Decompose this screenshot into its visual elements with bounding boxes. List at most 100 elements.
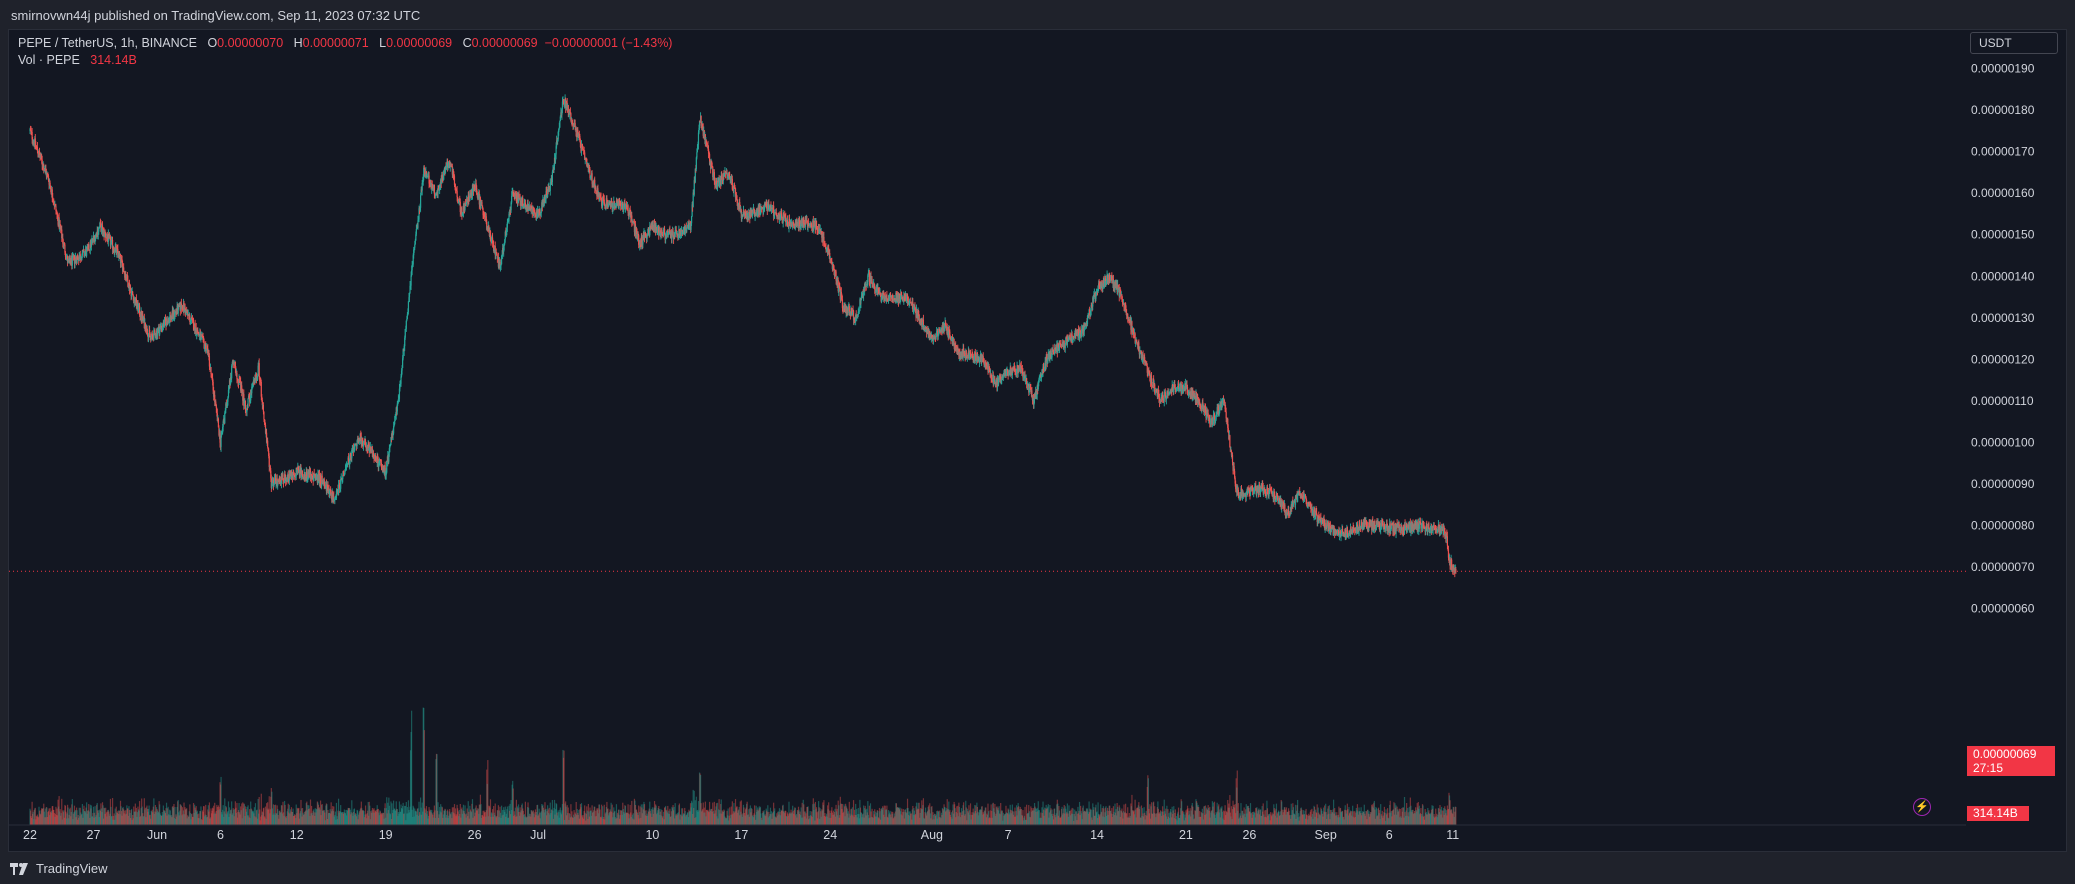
volume-bar bbox=[63, 817, 66, 825]
volume-bar bbox=[269, 813, 271, 825]
volume-bar bbox=[467, 816, 469, 825]
volume-bar bbox=[526, 817, 528, 825]
volume-bar bbox=[544, 802, 546, 825]
volume-bar bbox=[1287, 811, 1289, 825]
volume-bar bbox=[984, 811, 986, 825]
volume-bar bbox=[114, 808, 116, 825]
volume-bar bbox=[481, 815, 484, 825]
volume-bar bbox=[1318, 814, 1320, 825]
volume-bar bbox=[728, 820, 730, 825]
volume-bar bbox=[1307, 819, 1309, 825]
volume-bar bbox=[929, 803, 931, 825]
volume-bar bbox=[70, 816, 72, 825]
volume-bar bbox=[92, 806, 95, 825]
volume-bar bbox=[1389, 800, 1391, 825]
volume-bar bbox=[988, 818, 990, 825]
volume-bar bbox=[248, 817, 250, 825]
volume-bar bbox=[263, 816, 266, 825]
volume-bar bbox=[668, 810, 670, 825]
volume-bar bbox=[588, 816, 591, 825]
volume-bar bbox=[954, 804, 956, 825]
volume-bar bbox=[115, 815, 117, 825]
volume-bar bbox=[839, 815, 841, 825]
volume-bar bbox=[1032, 810, 1034, 825]
volume-bar bbox=[1040, 817, 1043, 825]
volume-bar bbox=[259, 820, 261, 825]
volume-bar bbox=[627, 804, 629, 825]
volume-bar bbox=[123, 813, 125, 825]
volume-bar bbox=[552, 818, 555, 825]
volume-bar bbox=[433, 805, 435, 825]
volume-bar bbox=[1197, 804, 1199, 825]
volume-bar bbox=[675, 815, 677, 825]
volume-bar bbox=[782, 804, 784, 825]
volume-bar bbox=[934, 816, 937, 825]
volume-bar bbox=[878, 818, 880, 825]
volume-bar bbox=[319, 809, 321, 825]
volume-bar bbox=[1105, 815, 1108, 825]
volume-bar bbox=[470, 811, 472, 825]
volume-bar bbox=[1217, 811, 1219, 825]
volume-bar bbox=[1383, 806, 1386, 825]
volume-bar bbox=[1374, 818, 1377, 825]
volume-bar bbox=[1364, 813, 1366, 825]
chart-pane[interactable]: 0.00000190 0.00000180 0.00000170 0.00000160… bbox=[8, 29, 2067, 852]
volume-bar bbox=[64, 804, 66, 825]
volume-bar bbox=[989, 810, 991, 825]
volume-bar bbox=[536, 804, 539, 825]
volume-bar bbox=[1308, 813, 1310, 825]
volume-bar bbox=[168, 815, 170, 825]
volume-bar bbox=[1160, 815, 1163, 825]
volume-bar bbox=[339, 811, 341, 825]
volume-bar bbox=[82, 817, 84, 825]
volume-bar bbox=[1362, 811, 1364, 825]
volume-bar bbox=[913, 810, 916, 825]
volume-bar bbox=[1022, 810, 1024, 825]
volume-bar bbox=[264, 806, 267, 825]
volume-bar bbox=[858, 818, 860, 825]
volume-bar bbox=[652, 809, 654, 825]
volume-bar bbox=[1198, 807, 1200, 825]
volume-bar bbox=[606, 809, 609, 825]
volume-bar bbox=[159, 804, 161, 825]
volume-bar bbox=[440, 804, 442, 825]
volume-bar bbox=[1238, 817, 1240, 825]
volume-bar bbox=[1290, 818, 1292, 825]
volume-bar bbox=[188, 816, 190, 825]
volume-bar bbox=[1254, 813, 1256, 825]
volume-bar bbox=[106, 816, 108, 825]
volume-bar bbox=[110, 816, 113, 825]
volume-bar bbox=[76, 810, 78, 825]
volume-bar bbox=[435, 753, 438, 825]
volume-bar bbox=[955, 817, 957, 825]
volume-bar bbox=[827, 805, 829, 825]
volume-bar bbox=[328, 812, 331, 825]
volume-bar bbox=[1012, 814, 1014, 825]
volume-bar bbox=[735, 808, 737, 825]
volume-bar bbox=[398, 801, 401, 825]
volume-bar bbox=[870, 811, 872, 825]
volume-bar bbox=[89, 804, 91, 825]
volume-bar bbox=[490, 812, 493, 825]
volume-bar bbox=[169, 810, 171, 825]
volume-bar bbox=[834, 816, 837, 825]
candlestick-chart[interactable]: 0.000001900.000001800.000001700.00000160… bbox=[9, 30, 2066, 851]
volume-bar bbox=[773, 810, 775, 825]
volume-bar bbox=[520, 810, 522, 825]
volume-bar bbox=[1303, 814, 1305, 825]
volume-bar bbox=[474, 812, 476, 825]
volume-bar bbox=[172, 807, 175, 825]
volume-bar bbox=[1178, 817, 1181, 825]
volume-bar bbox=[1078, 810, 1080, 825]
volume-bar bbox=[1261, 806, 1263, 825]
volume-bar bbox=[122, 807, 124, 825]
volume-bar bbox=[1074, 816, 1076, 825]
volume-bar bbox=[69, 807, 71, 825]
volume-bar bbox=[1157, 801, 1159, 825]
volume-bar bbox=[217, 810, 219, 825]
volume-bar bbox=[980, 810, 982, 825]
volume-bar bbox=[993, 808, 995, 825]
volume-bar bbox=[735, 806, 738, 825]
volume-bar bbox=[298, 807, 300, 825]
volume-bar bbox=[988, 817, 991, 825]
